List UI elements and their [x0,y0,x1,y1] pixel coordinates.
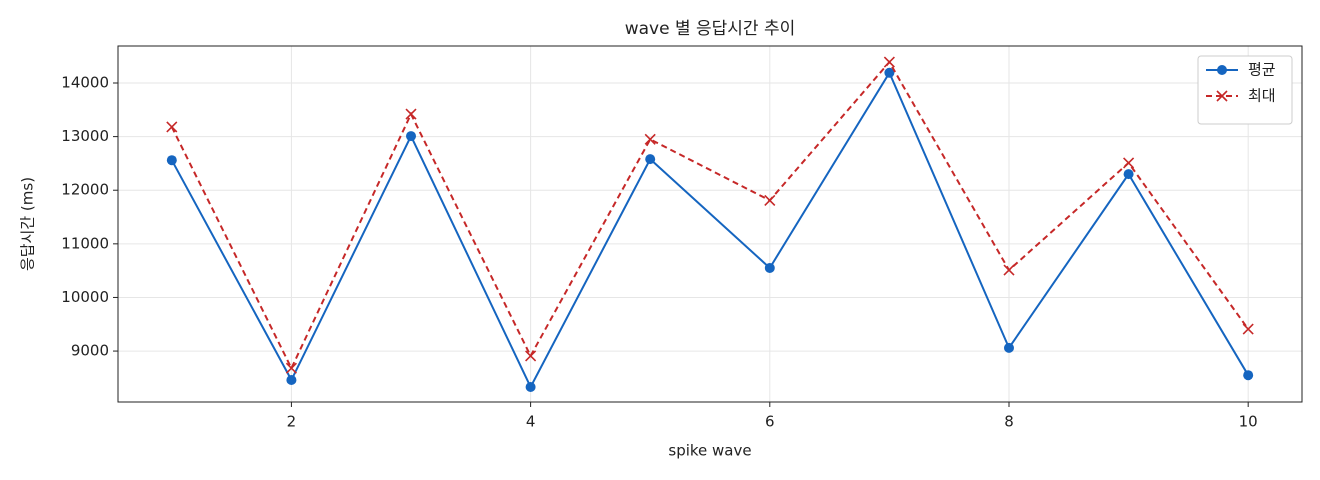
y-axis-label: 응답시간 (ms) [19,177,37,271]
y-tick-label: 10000 [61,288,109,306]
marker [1242,323,1254,335]
x-axis-label: spike wave [668,442,751,460]
marker [166,155,177,166]
legend-marker [1216,90,1228,102]
y-tick-label: 14000 [61,73,109,91]
y-tick-label: 9000 [71,342,109,360]
series-line [170,70,1250,390]
marker [405,108,417,120]
marker [1003,264,1015,276]
marker [525,381,536,392]
legend-box [1197,55,1293,125]
x-tick-label: 10 [1239,413,1258,431]
legend-marker [1217,65,1227,75]
marker [1243,370,1254,381]
marker [645,154,656,165]
x-tick-label: 2 [287,413,297,431]
marker [644,133,656,145]
marker [883,56,895,68]
legend-label: 최대 [1248,87,1276,105]
x-tick-label: 4 [526,413,536,431]
marker [1123,169,1134,180]
marker [884,67,895,78]
legend-label: 평균 [1248,61,1276,79]
y-tick-label: 13000 [61,127,109,145]
x-tick-label: 6 [765,413,775,431]
marker [764,262,775,273]
marker [1123,157,1135,169]
marker [764,194,776,206]
marker [166,121,178,133]
y-tick-label: 11000 [61,234,109,252]
plot-frame [117,45,1303,403]
marker [525,350,537,362]
x-tick-label: 8 [1004,413,1014,431]
marker [286,375,297,386]
series-line [170,60,1249,371]
marker [1003,342,1014,353]
marker [406,131,417,142]
y-tick-label: 12000 [61,181,109,199]
chart-title: wave 별 응답시간 추이 [625,19,796,39]
marker [285,362,297,374]
